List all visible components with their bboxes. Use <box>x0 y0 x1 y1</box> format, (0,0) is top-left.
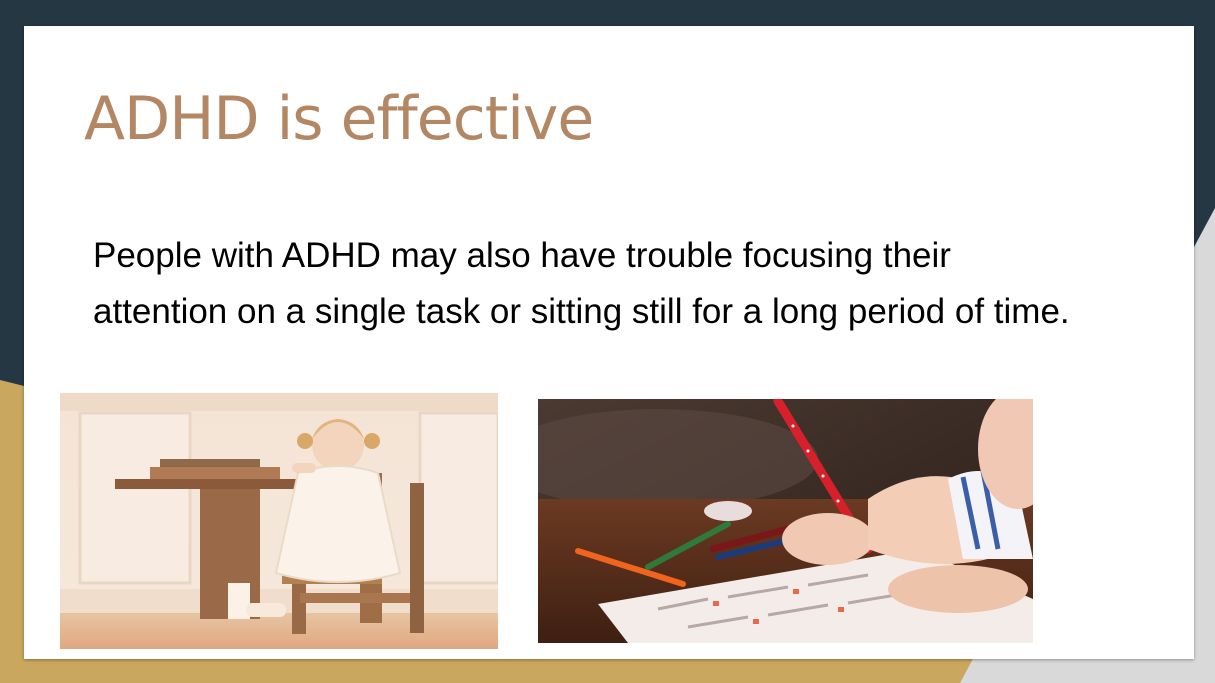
photo-child-writing <box>538 399 1033 643</box>
slide: ADHD is effective People with ADHD may a… <box>24 26 1194 659</box>
slide-body-text: People with ADHD may also have trouble f… <box>93 236 1070 331</box>
slide-title: ADHD is effective <box>84 84 594 154</box>
photo-girl-on-desk-chair <box>60 393 498 649</box>
